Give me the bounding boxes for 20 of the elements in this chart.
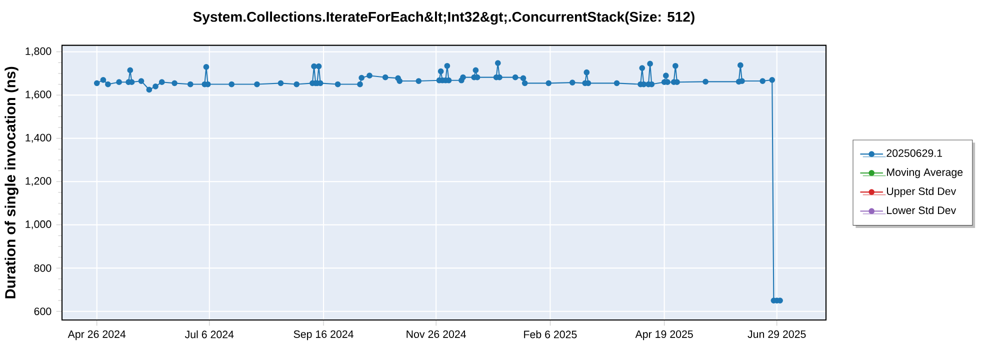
x-tick-label: Apr 26 2024	[68, 330, 126, 340]
y-axis-title: Duration of single invocation (ns)	[4, 66, 18, 298]
x-tick-label: Nov 26 2024	[406, 330, 466, 338]
y-tick-label: 800	[34, 264, 52, 272]
y-tick-label: 1,000	[26, 220, 52, 230]
legend-label: Moving Average	[887, 168, 963, 178]
x-tick-label: Feb 6 2025	[524, 330, 577, 338]
x-tick-label: Jul 6 2024	[184, 330, 234, 338]
legend-label: Upper Std Dev	[886, 187, 956, 198]
y-tick-label: 1,600	[26, 90, 52, 100]
chart-title: System.Collections.IterateForEach&lt;Int32&gt;.ConcurrentStack(Size: 512)	[193, 12, 694, 25]
legend-label: 20250629.1	[886, 149, 942, 157]
x-tick-label: Sep 16 2024	[294, 330, 354, 340]
y-tick-label: 600	[34, 308, 52, 316]
x-tick-label: Apr 19 2025	[635, 330, 693, 340]
x-tick-label: Jun 29 2025	[748, 330, 806, 338]
legend-label: Lower Std Dev	[887, 206, 956, 214]
y-tick-label: 1,400	[26, 134, 52, 143]
y-tick-label: 1,200	[26, 177, 52, 186]
y-tick-label: 1,800	[26, 47, 52, 56]
